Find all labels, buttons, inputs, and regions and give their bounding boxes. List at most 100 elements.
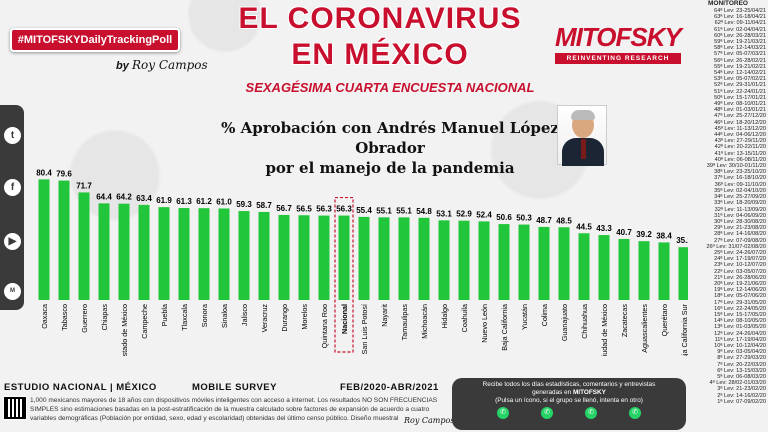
approval-bar-chart: 80.4 Oaxaca 79.6 Tabasco 71.7 Guerrero 64.4 Chi… [36,168,688,356]
bar-michoacán [418,217,430,300]
promo-line1: Recibe todos los días estadísticas, come… [482,381,656,388]
value-label: 64.2 [116,193,132,202]
value-label: 79.6 [56,170,72,179]
monitoring-row: 57ª Lev: 05-07/03/21 [714,51,766,58]
brand-tagline: REINVENTING RESEARCH [555,53,681,64]
whatsapp-icon[interactable]: ✆ [497,407,509,419]
category-label: Morelos [300,304,309,330]
monitoring-row: 14ª Lev: 08-10/05/20 [714,318,766,325]
monitoring-row: 62ª Lev: 09-11/04/21 [714,20,766,27]
monitoring-row: 47ª Lev: 25-27/12/20 [714,113,766,120]
monitoring-row: 25ª Lev: 24-26/07/20 [714,249,766,256]
monitoring-row: 42ª Lev: 20-22/11/20 [714,144,766,151]
bar-chiapas [98,203,110,300]
monitoring-row: 45ª Lev: 11-13/12/20 [714,125,766,132]
bar-baja-california-sur [678,247,688,300]
qr-code[interactable] [3,396,27,420]
monitoring-row: 41ª Lev: 13-15/11/20 [714,150,766,157]
value-label: 53.1 [436,209,452,218]
value-label: 80.4 [36,168,52,177]
monitoring-row: 59ª Lev: 19-21/03/21 [714,39,766,46]
bar-hidalgo [438,220,450,300]
bar-sonora [198,208,210,300]
value-label: 48.5 [556,216,572,225]
youtube-icon[interactable]: ▶ [4,233,21,250]
chart-title: % Aprobación con Andrés Manuel López Obr… [220,118,560,178]
monitoring-row: 11ª Lev: 17-19/04/20 [714,336,766,343]
monitoring-row: 37ª Lev: 16-18/10/20 [714,175,766,182]
bar-coahuila [458,220,470,300]
category-label: Colima [540,304,549,326]
category-label: San Luis Potosí [360,304,369,354]
value-label: 55.4 [356,206,372,215]
monitoring-row: 26ª Lev: 31/07-02/08/20 [706,243,766,250]
methodology-text: 1,000 mexicanos mayores de 18 años con d… [30,397,438,422]
monitoring-title: MONITOREO [708,0,748,7]
monitoring-row: 17ª Lev: 29-31/05/20 [714,299,766,306]
value-label: 61.9 [156,196,172,205]
monitoring-row: 19ª Lev: 12-14/06/20 [714,287,766,294]
hashtag-badge[interactable]: #MITOFSKYDailyTrackingPoll [10,28,180,52]
category-label: Puebla [160,304,169,326]
survey-label: MOBILE SURVEY [192,382,277,393]
bar-nacional [338,215,350,300]
value-label: 35.2 [676,236,688,245]
category-label: Campeche [140,304,149,339]
monitoring-row: 54ª Lev: 12-14/02/21 [714,70,766,77]
monitoring-row: 64ª Lev: 23-25/04/21 [714,8,766,14]
value-label: 43.3 [596,224,612,233]
value-label: 50.6 [496,213,512,222]
value-label: 63.4 [136,194,152,203]
page-title-line2: EN MÉXICO [291,38,469,71]
monitoring-row: 55ª Lev: 19-21/02/21 [714,63,766,70]
monitoring-row: 28ª Lev: 14-16/08/20 [714,231,766,238]
mitofsky-icon[interactable]: M [4,283,21,300]
bar-aguascalientes [638,241,650,300]
monitoring-row: 7ª Lev: 20-22/03/20 [717,361,766,368]
monitoring-row: 20ª Lev: 19-21/06/20 [714,280,766,287]
whatsapp-icon[interactable]: ✆ [629,407,641,419]
bar-chihuahua [578,233,590,300]
twitter-icon[interactable]: t [4,127,21,144]
category-label: Veracruz [260,304,269,333]
monitoring-row: 24ª Lev: 17-19/07/20 [714,256,766,263]
bar-campeche [138,204,150,300]
bar-zacatecas [618,238,630,300]
category-label: Aguascalientes [640,304,649,353]
monitoring-list: MONITOREO 64ª Lev: 23-25/04/21 63ª Lev: 1… [688,0,768,432]
monitoring-row: 8ª Lev: 27-29/03/20 [717,355,766,362]
value-label: 50.3 [516,214,532,223]
whatsapp-icon[interactable]: ✆ [585,407,597,419]
bar-nuevo-león [478,221,490,300]
category-label: Nuevo León [480,304,489,343]
facebook-icon[interactable]: f [4,179,21,196]
page-subtitle: SEXAGÉSIMA CUARTA ENCUESTA NACIONAL [245,80,535,95]
bar-querétaro [658,242,670,300]
monitoring-row: 13ª Lev: 01-03/05/20 [714,324,766,331]
whatsapp-promo: Recibe todos los días estadísticas, come… [452,378,686,430]
monitoring-row: 2ª Lev: 14-16/02/20 [717,392,766,399]
category-label: Yucatán [520,304,529,330]
category-label: Tamaulipas [400,304,409,341]
monitoring-row: 44ª Lev: 04-06/12/20 [714,132,766,139]
bar-colima [538,226,550,300]
value-label: 56.7 [276,204,292,213]
monitoring-row: 34ª Lev: 25-27/09/20 [714,194,766,201]
whatsapp-icon[interactable]: ✆ [541,407,553,419]
bar-ciudad-de-méxico [598,235,610,300]
footer: ESTUDIO NACIONAL | MÉXICO MOBILE SURVEY … [3,382,454,422]
category-label: Guerrero [80,304,89,333]
footer-signature: Roy Campos [404,416,455,425]
monitoring-row: 22ª Lev: 03-05/07/20 [714,268,766,275]
value-label: 61.2 [196,197,212,206]
category-label: Querétaro [660,304,669,336]
bar-san-luis-potosí [358,216,370,300]
bar-morelos [298,215,310,300]
chart-title-line2: por el manejo de la pandemia [265,159,515,177]
author-signature: Roy Campos [132,58,208,72]
monitoring-row: 43ª Lev: 27-29/11/20 [714,138,766,145]
category-label: Jalisco [240,304,249,326]
virus-decoration [60,120,170,230]
value-label: 59.3 [236,200,252,209]
bar-veracruz [258,211,270,300]
